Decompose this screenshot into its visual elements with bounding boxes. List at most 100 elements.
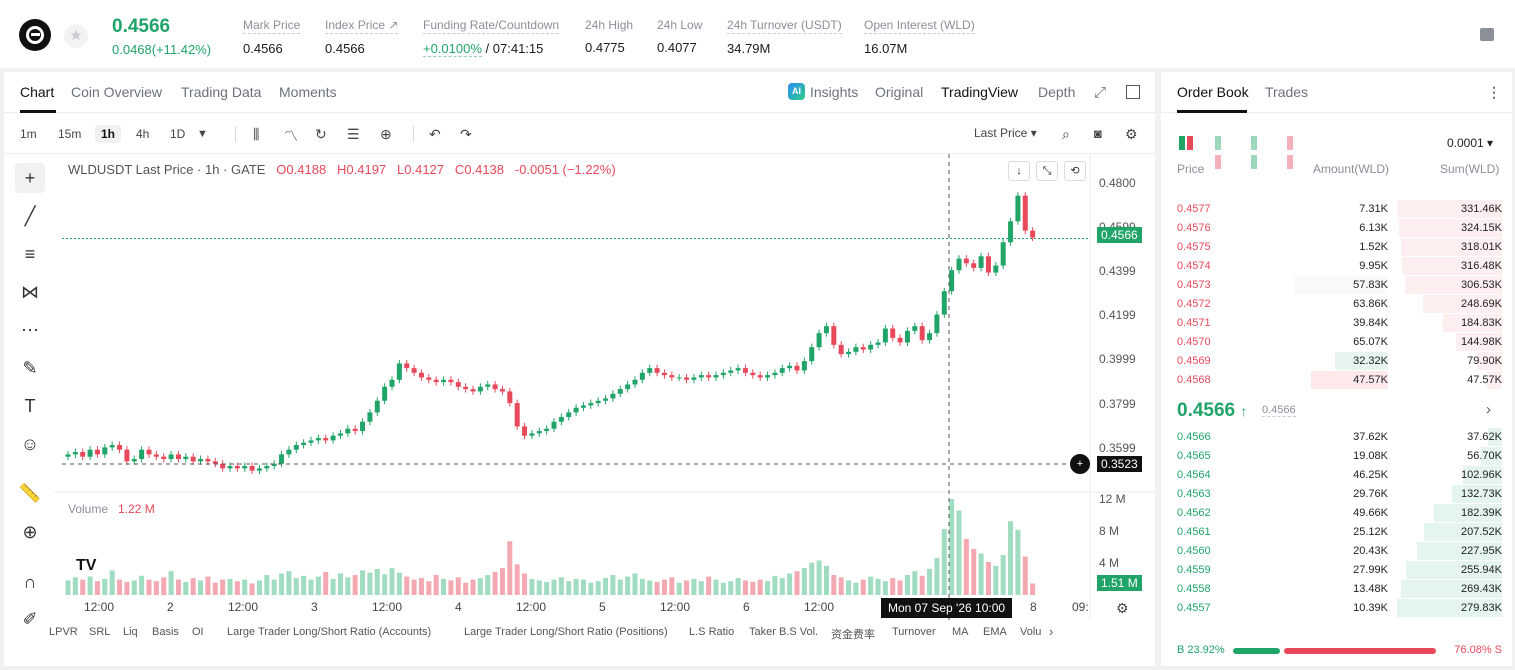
view-bids-icon[interactable] bbox=[1251, 136, 1265, 169]
candle-type-icon[interactable]: ⫼ bbox=[253, 126, 260, 142]
interval-1d[interactable]: 1D bbox=[170, 127, 186, 141]
bid-row[interactable]: 0.4565 19.08K 56.70K bbox=[1161, 447, 1512, 466]
indicator-item[interactable]: L.S Ratio bbox=[689, 626, 735, 638]
window-icon[interactable] bbox=[1126, 85, 1140, 99]
trendline-icon[interactable]: ╱ bbox=[24, 206, 36, 226]
scroll-down-icon[interactable]: ↓ bbox=[1008, 161, 1030, 181]
bid-row[interactable]: 0.4557 10.39K 279.83K bbox=[1161, 599, 1512, 618]
tab-moments[interactable]: Moments bbox=[279, 84, 337, 100]
redo-icon[interactable]: ↷ bbox=[460, 126, 472, 142]
interval-1m[interactable]: 1m bbox=[20, 127, 37, 141]
more-options-icon[interactable]: ⋮ bbox=[1487, 84, 1501, 100]
bid-row[interactable]: 0.4561 25.12K 207.52K bbox=[1161, 523, 1512, 542]
ask-row[interactable]: 0.4569 32.32K 79.90K bbox=[1161, 352, 1512, 371]
view-asks-icon[interactable] bbox=[1287, 136, 1301, 169]
ask-row[interactable]: 0.4575 1.52K 318.01K bbox=[1161, 238, 1512, 257]
indicator-item[interactable]: 资金费率 bbox=[831, 629, 875, 641]
pencil-lock-icon[interactable]: ✐ bbox=[22, 609, 38, 629]
indicators-icon[interactable]: 〽 bbox=[284, 128, 298, 144]
indicator-item[interactable]: Volu bbox=[1020, 626, 1042, 638]
bid-row[interactable]: 0.4560 20.43K 227.95K bbox=[1161, 542, 1512, 561]
indicator-item[interactable]: EMA bbox=[983, 626, 1007, 638]
ask-row[interactable]: 0.4577 7.31K 331.46K bbox=[1161, 200, 1512, 219]
tab-tradingview[interactable]: TradingView bbox=[941, 84, 1019, 100]
indicator-item[interactable]: Liq bbox=[123, 626, 138, 638]
ask-row[interactable]: 0.4573 57.83K 306.53K bbox=[1161, 276, 1512, 295]
tab-order-book[interactable]: Order Book bbox=[1177, 84, 1249, 100]
templates-icon[interactable]: ☰ bbox=[347, 126, 360, 142]
precision-select[interactable]: 0.0001 ▾ bbox=[1447, 136, 1494, 150]
indicator-item[interactable]: LPVR bbox=[49, 626, 78, 638]
price-chart[interactable] bbox=[4, 72, 1155, 666]
tab-chart[interactable]: Chart bbox=[20, 84, 55, 100]
undo-icon[interactable]: ↶ bbox=[429, 126, 441, 142]
bid-row[interactable]: 0.4566 37.62K 37.62K bbox=[1161, 428, 1512, 447]
indicator-item[interactable]: OI bbox=[192, 626, 204, 638]
gear-icon[interactable]: ⚙ bbox=[1125, 126, 1138, 142]
expand-icon[interactable]: ⤢ bbox=[1094, 84, 1107, 101]
magnet-icon[interactable]: ∩ bbox=[23, 572, 37, 592]
brush-icon[interactable]: ✎ bbox=[22, 358, 38, 378]
volume-bar bbox=[580, 579, 586, 595]
zoom-in-icon[interactable]: ⊕ bbox=[22, 522, 38, 542]
ask-row[interactable]: 0.4571 39.84K 184.83K bbox=[1161, 314, 1512, 333]
pattern-icon[interactable]: ⋈ bbox=[21, 282, 39, 302]
candle bbox=[161, 456, 167, 460]
interval-15m[interactable]: 15m bbox=[58, 127, 82, 141]
ask-row[interactable]: 0.4568 47.57K 47.57K bbox=[1161, 371, 1512, 390]
bid-row[interactable]: 0.4564 46.25K 102.96K bbox=[1161, 466, 1512, 485]
chevron-right-icon[interactable]: › bbox=[1486, 401, 1491, 418]
indicator-item[interactable]: MA bbox=[952, 626, 969, 638]
crosshair-icon[interactable]: + bbox=[15, 163, 45, 193]
axis-settings-icon[interactable]: ⚙ bbox=[1116, 600, 1129, 616]
view-both-icon[interactable] bbox=[1179, 136, 1193, 150]
volume-bar bbox=[625, 576, 631, 595]
indicator-item[interactable]: SRL bbox=[89, 626, 111, 638]
refresh-icon[interactable]: ↻ bbox=[315, 126, 327, 142]
notes-icon[interactable] bbox=[1480, 28, 1494, 41]
bid-row[interactable]: 0.4559 27.99K 255.94K bbox=[1161, 561, 1512, 580]
text-icon[interactable]: T bbox=[24, 396, 36, 416]
ask-row[interactable]: 0.4576 6.13K 324.15K bbox=[1161, 219, 1512, 238]
add-alert-icon[interactable]: + bbox=[1070, 454, 1090, 474]
collapse-icon[interactable]: ⤡ bbox=[1036, 161, 1058, 181]
tab-original[interactable]: Original bbox=[875, 84, 924, 100]
search-icon[interactable]: ⌕ bbox=[1062, 126, 1070, 142]
camera-icon[interactable]: ◙ bbox=[1094, 126, 1102, 141]
fullscreen-icon[interactable]: ⟲ bbox=[1064, 161, 1086, 181]
emoji-icon[interactable]: ☺ bbox=[20, 434, 40, 454]
chevron-right-icon[interactable]: › bbox=[1049, 624, 1054, 639]
ruler-icon[interactable]: 📏 bbox=[18, 483, 42, 503]
indicator-item[interactable]: Large Trader Long/Short Ratio (Positions… bbox=[464, 626, 668, 638]
favorite-star-icon[interactable]: ★ bbox=[64, 24, 88, 48]
add-indicator-icon[interactable]: ⊕ bbox=[380, 126, 392, 142]
volume-bar bbox=[882, 581, 888, 595]
horizontal-lines-icon[interactable]: ≡ bbox=[24, 244, 36, 264]
view-both-alt-icon[interactable] bbox=[1215, 136, 1229, 169]
tab-trading-data[interactable]: Trading Data bbox=[181, 84, 262, 100]
stat-24h-low: 24h Low 0.4077 bbox=[657, 18, 703, 55]
fib-icon[interactable]: ⋯ bbox=[21, 320, 39, 340]
bid-row[interactable]: 0.4563 29.76K 132.73K bbox=[1161, 485, 1512, 504]
tab-insights[interactable]: Insights bbox=[810, 84, 859, 100]
tab-coin-overview[interactable]: Coin Overview bbox=[71, 84, 163, 100]
volume-bar bbox=[360, 570, 366, 595]
tab-depth[interactable]: Depth bbox=[1038, 84, 1076, 100]
bid-row[interactable]: 0.4558 13.48K 269.43K bbox=[1161, 580, 1512, 599]
interval-1h[interactable]: 1h bbox=[95, 125, 122, 143]
interval-4h[interactable]: 4h bbox=[136, 127, 150, 141]
indicator-item[interactable]: Large Trader Long/Short Ratio (Accounts) bbox=[227, 626, 432, 638]
volume-bar bbox=[1008, 521, 1014, 595]
indicator-item[interactable]: Basis bbox=[152, 626, 179, 638]
indicator-item[interactable]: Taker B.S Vol. bbox=[749, 626, 819, 638]
indicator-item[interactable]: Turnover bbox=[892, 626, 936, 638]
stat-funding-rate[interactable]: Funding Rate/Countdown +0.0100% / 07:41:1… bbox=[423, 18, 560, 57]
price-type-select[interactable]: Last Price ▾ bbox=[974, 126, 1037, 140]
stat-index-price[interactable]: Index Price ↗ 0.4566 bbox=[325, 18, 399, 56]
tab-trades[interactable]: Trades bbox=[1265, 84, 1309, 100]
ask-row[interactable]: 0.4574 9.95K 316.48K bbox=[1161, 257, 1512, 276]
ask-row[interactable]: 0.4572 63.86K 248.69K bbox=[1161, 295, 1512, 314]
interval-dropdown-icon[interactable]: ▼ bbox=[197, 128, 208, 140]
ask-row[interactable]: 0.4570 65.07K 144.98K bbox=[1161, 333, 1512, 352]
bid-row[interactable]: 0.4562 49.66K 182.39K bbox=[1161, 504, 1512, 523]
